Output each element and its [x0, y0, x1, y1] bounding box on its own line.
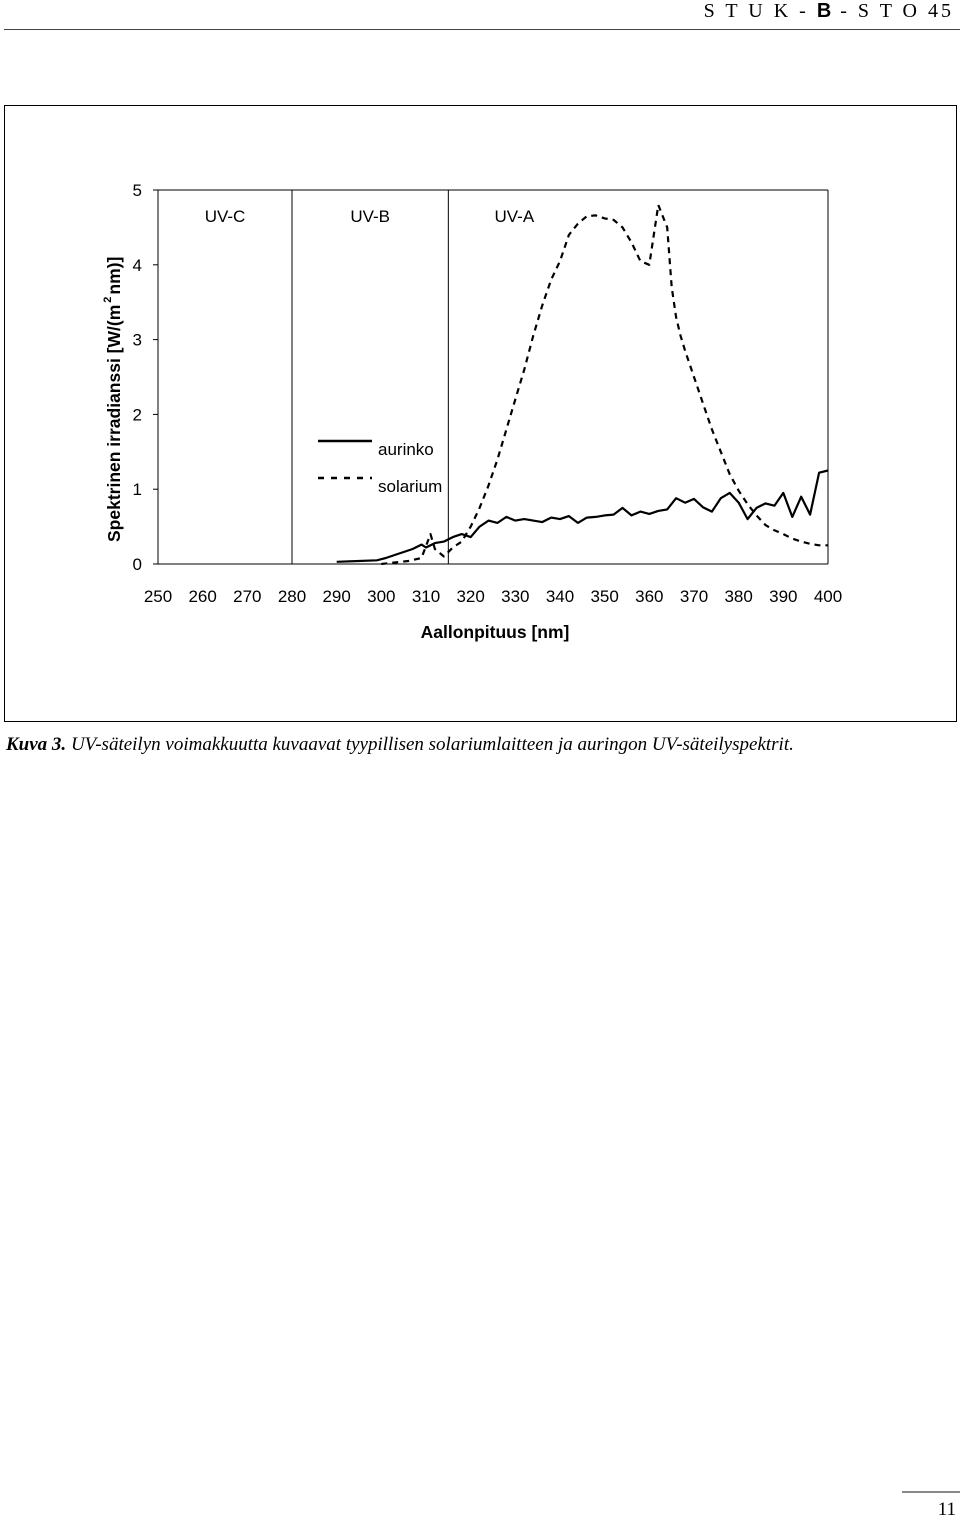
- x-axis-label: Aallonpituus [nm]: [421, 622, 570, 642]
- x-tick-label-290: 290: [322, 587, 350, 606]
- legend-label-solarium: solarium: [378, 477, 442, 496]
- x-tick-label-340: 340: [546, 587, 574, 606]
- header-series-number: - S T O 45: [840, 0, 954, 22]
- region-label-uv-b: UV-B: [350, 207, 390, 226]
- footer-rule: [902, 1491, 960, 1493]
- x-tick-label-320: 320: [456, 587, 484, 606]
- x-tick-label-250: 250: [144, 587, 172, 606]
- x-tick-label-300: 300: [367, 587, 395, 606]
- y-tick-label-0: 0: [133, 555, 142, 574]
- y-tick-label-5: 5: [133, 181, 142, 200]
- x-tick-label-360: 360: [635, 587, 663, 606]
- x-tick-label-260: 260: [188, 587, 216, 606]
- figure-caption: Kuva 3. UV-säteilyn voimakkuutta kuvaava…: [6, 734, 956, 756]
- y-tick-label-3: 3: [133, 331, 142, 350]
- x-tick-label-390: 390: [769, 587, 797, 606]
- x-tick-label-380: 380: [724, 587, 752, 606]
- running-header: S T U K - B - S T O 45: [704, 0, 954, 23]
- series-line-aurinko: [336, 469, 829, 563]
- x-tick-label-270: 270: [233, 587, 261, 606]
- x-tick-label-310: 310: [412, 587, 440, 606]
- figure-frame: [4, 105, 957, 722]
- page-number: 11: [937, 1499, 956, 1520]
- y-tick-label-4: 4: [133, 256, 142, 275]
- x-tick-label-370: 370: [680, 587, 708, 606]
- caption-text: UV-säteilyn voimakkuutta kuvaavat tyypil…: [70, 734, 794, 755]
- header-series: S T U K -: [703, 0, 809, 22]
- caption-label: Kuva 3.: [6, 734, 67, 755]
- legend-label-aurinko: aurinko: [378, 440, 434, 459]
- series-line-solarium: [381, 203, 828, 566]
- x-tick-label-400: 400: [814, 587, 842, 606]
- x-tick-label-330: 330: [501, 587, 529, 606]
- y-tick-label-2: 2: [133, 405, 142, 424]
- x-tick-label-350: 350: [590, 587, 618, 606]
- y-tick-label-1: 1: [133, 480, 142, 499]
- region-label-uv-c: UV-C: [205, 207, 246, 226]
- header-rule: [4, 29, 960, 30]
- region-label-uv-a: UV-A: [494, 207, 534, 226]
- spectrum-chart: 0 1 2 3 4 5 250 260 270 280 290 300 310 320 330 340 350 3…: [133, 181, 843, 642]
- x-tick-label-280: 280: [278, 587, 306, 606]
- header-series-letter: B: [816, 0, 833, 22]
